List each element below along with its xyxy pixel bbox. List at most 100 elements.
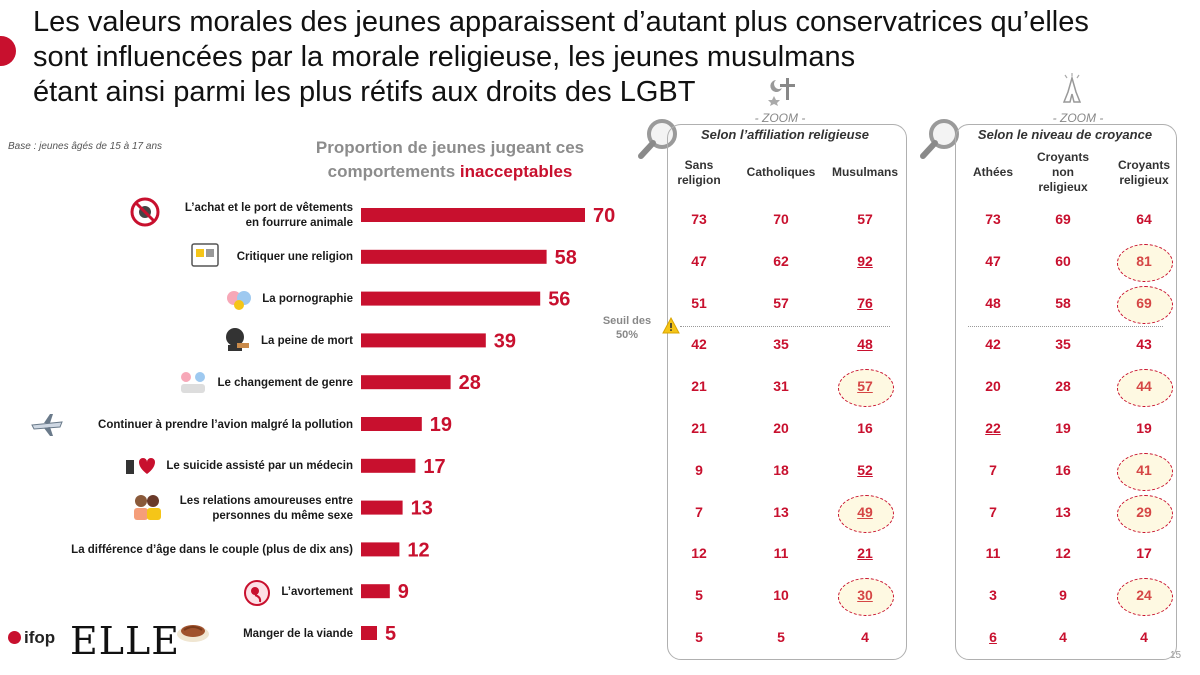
category-label-line: Manger de la viande (243, 627, 353, 640)
table-cell: 9 (1059, 587, 1067, 604)
bar-value-label: 12 (407, 539, 429, 561)
table-cell: 28 (1055, 378, 1071, 395)
table-cell: 22 (985, 420, 1001, 436)
category-label-line: Critiquer une religion (236, 251, 353, 264)
table-cell: 69 (1117, 285, 1173, 324)
table-cell: 57 (857, 211, 873, 227)
table-cell: 57 (838, 369, 894, 408)
praying-hands-icon (1062, 73, 1082, 103)
category-label-line: Le suicide assisté par un médecin (166, 460, 353, 473)
page-title: Les valeurs morales des jeunes apparaiss… (33, 5, 1183, 110)
ifop-logo: ifop (8, 628, 55, 648)
chart-title-highlight: inacceptables (459, 162, 573, 181)
column-header: Croyants religieux (1102, 158, 1186, 188)
table-cell: 10 (773, 587, 789, 604)
threshold-label: Seuil des 50% (593, 314, 661, 342)
table-cell: 9 (695, 461, 703, 478)
category-label-line: en fourrure animale (245, 217, 353, 229)
column-header: Athées (951, 165, 1035, 180)
category-label: Manger de la viande (20, 627, 353, 642)
category-label-line: personnes du même sexe (212, 509, 353, 522)
table-cell: 13 (1055, 503, 1071, 520)
airplane-icon (30, 409, 64, 439)
table-cell: 5 (777, 629, 785, 645)
table-cell: 47 (691, 252, 707, 269)
bar-value-label: 13 (411, 498, 433, 520)
table-cell: 4 (1140, 629, 1148, 645)
ifop-dot-icon (8, 631, 21, 644)
category-label-line: Le changement de genre (217, 376, 353, 389)
table-cell: 35 (773, 336, 789, 353)
table-cell: 11 (773, 545, 789, 562)
bar (361, 417, 422, 431)
table-cell: 62 (773, 252, 789, 269)
table-cell: 51 (691, 294, 707, 311)
column-header: Catholiques (739, 165, 823, 180)
table-cell: 42 (985, 336, 1001, 353)
table-cell: 64 (1136, 211, 1152, 227)
zoom-label: - ZOOM - (754, 111, 806, 125)
bar (361, 626, 377, 640)
column-header-line: Croyants (1036, 150, 1089, 164)
category-label: Le changement de genre (20, 376, 353, 391)
category-label-line: L’achat et le port de vêtements (184, 202, 353, 214)
table-cell: 73 (676, 208, 722, 230)
table-cell: 7 (695, 503, 703, 520)
table-cell: 16 (1055, 461, 1071, 478)
table-cell: 20 (773, 420, 789, 436)
page-number: 15 (1170, 650, 1182, 661)
bar-value-label: 17 (423, 456, 445, 478)
title-line-1: Les valeurs morales des jeunes apparaiss… (33, 6, 1089, 38)
category-label: L’achat et le port de vêtements en fourru… (20, 201, 353, 231)
table-cell: 41 (1117, 452, 1173, 491)
chart-title-main: Proportion de jeunes jugeant ces comport… (315, 138, 585, 181)
threshold-label-line: Seuil des (602, 315, 652, 327)
table-cell: 5 (695, 629, 703, 645)
fetus-icon (240, 578, 274, 608)
table-cell: 12 (1055, 545, 1071, 562)
column-header-line: religieux (1119, 173, 1169, 187)
column-header-line: Athées (972, 165, 1013, 179)
category-label: La pornographie (20, 292, 353, 307)
category-label-line: Les relations amoureuses entre (179, 494, 353, 507)
bar (361, 249, 547, 264)
cross-crescent-star-icon (768, 78, 795, 106)
death-penalty-icon (218, 325, 252, 355)
table-cell: 19 (1136, 420, 1152, 436)
table-cell: 11 (985, 545, 1001, 562)
table-cell: 92 (857, 252, 873, 269)
religion-symbols-icon (188, 240, 222, 270)
bar-value-label: 9 (398, 581, 409, 603)
table-cell: 60 (1055, 252, 1071, 269)
bar (361, 291, 541, 306)
table-cell: 21 (691, 420, 707, 436)
zoom-label: - ZOOM - (1052, 111, 1104, 125)
category-label-line: La différence d’âge dans le couple (plus… (71, 543, 353, 556)
elle-logo: ELLE (70, 619, 180, 663)
bar (361, 500, 403, 515)
gender-change-icon (176, 367, 210, 397)
table-cell: 43 (1136, 336, 1152, 353)
bar-value-label: 28 (459, 372, 481, 394)
category-label: Les relations amoureuses entre personnes … (20, 494, 353, 524)
panel-title: Selon l’affiliation religieuse (700, 127, 870, 142)
bar-value-label: 56 (548, 289, 570, 311)
category-label: Continuer à prendre l’avion malgré la po… (20, 418, 353, 433)
table-cell: 48 (857, 336, 873, 353)
bar (361, 375, 451, 390)
category-label: Le suicide assisté par un médecin (20, 459, 353, 474)
category-label: La peine de mort (20, 334, 353, 349)
zoom-panel-belief (955, 124, 1177, 660)
table-cell: 6 (989, 629, 997, 645)
bar-value-label: 58 (555, 247, 577, 269)
table-cell: 69 (1055, 211, 1071, 227)
table-cell: 19 (1055, 420, 1071, 436)
bar-value-label: 70 (593, 205, 615, 227)
table-cell: 81 (1117, 243, 1173, 282)
table-cell: 20 (985, 378, 1001, 395)
table-cell: 42 (691, 336, 707, 353)
category-label-line: Continuer à prendre l’avion malgré la po… (98, 418, 353, 431)
table-cell: 3 (989, 587, 997, 604)
category-label: La différence d’âge dans le couple (plus… (20, 543, 353, 558)
